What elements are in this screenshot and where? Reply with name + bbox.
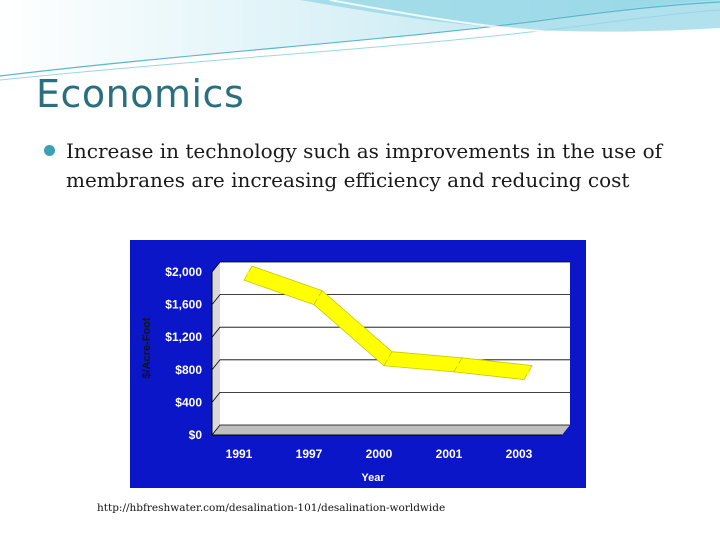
slide-title: Economics — [36, 72, 245, 116]
gridline — [211, 294, 570, 305]
x-tick-label: 1997 — [296, 447, 323, 461]
x-tick-label: 2003 — [506, 447, 533, 461]
x-tick-label: 2001 — [436, 447, 463, 461]
bullet-item: Increase in technology such as improveme… — [44, 137, 674, 195]
data-point — [246, 271, 250, 275]
data-point — [526, 371, 530, 375]
x-tick-label: 1991 — [226, 447, 253, 461]
source-link[interactable]: http://hbfreshwater.com/desalination-101… — [97, 502, 446, 514]
gridline — [211, 326, 570, 338]
plot-floor — [212, 425, 570, 435]
y-tick-label: $800 — [175, 363, 202, 377]
data-point — [456, 363, 460, 367]
y-tick-label: $1,600 — [165, 298, 202, 312]
bullet-text: Increase in technology such as improveme… — [66, 139, 663, 192]
y-tick-label: $1,200 — [165, 330, 202, 344]
y-tick-label: $2,000 — [165, 265, 202, 279]
data-point — [316, 296, 320, 300]
gridline — [211, 424, 570, 436]
cost-chart: $0 $400 $800 $1,200 $1,600 $2,000 1991 1997 2000… — [130, 240, 586, 488]
y-axis-label: $/Acre-Foot — [141, 317, 153, 378]
y-tick-label: $400 — [175, 395, 202, 409]
gridline — [211, 261, 570, 273]
series-ribbon-segment — [453, 357, 533, 381]
gridline — [211, 391, 570, 403]
bullet-icon — [44, 145, 55, 156]
y-tick-label: $0 — [189, 428, 203, 442]
data-point — [386, 357, 390, 361]
header-swoosh-decoration — [0, 0, 720, 81]
x-tick-label: 2000 — [366, 447, 393, 461]
chart-canvas: $0 $400 $800 $1,200 $1,600 $2,000 1991 1997 2000… — [130, 240, 586, 488]
plot-side-wall — [212, 262, 220, 435]
x-axis-label: Year — [361, 472, 385, 484]
